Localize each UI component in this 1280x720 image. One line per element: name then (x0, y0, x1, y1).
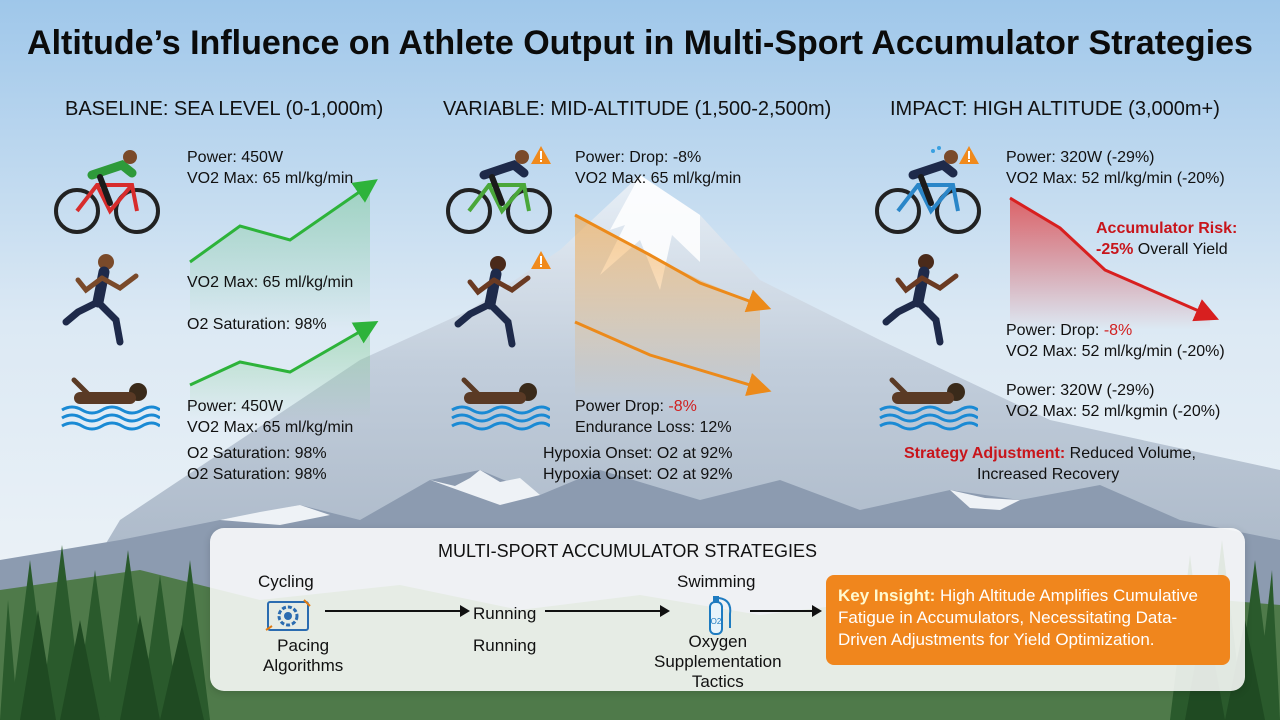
swimmer-icon (61, 377, 160, 431)
risk-percent: -25% (1096, 241, 1134, 258)
mid-hypoxia-onset: Hypoxia Onset: O2 at 92% (543, 445, 733, 462)
baseline-cycling-trend (189, 179, 378, 264)
baseline-swim-vo2: VO2 Max: 65 ml/kg/min (187, 419, 354, 436)
warning-icon (959, 146, 979, 164)
high-swim-vo2: VO2 Max: 52 ml/kgmin (-20%) (1006, 403, 1221, 420)
high-running-power-label: Power: Drop: (1006, 322, 1104, 339)
baseline-swim-o2: O2 Saturation: 98% (187, 466, 327, 483)
baseline-running-vo2: VO2 Max: 65 ml/kg/min (187, 274, 354, 291)
mid-swim-trend (574, 320, 772, 397)
runner-icon (454, 256, 531, 348)
strategy-label: Strategy Adjustment: (904, 445, 1066, 462)
strategies-title: MULTI-SPORT ACCUMULATOR STRATEGIES (438, 541, 818, 561)
mid-swim-power: Power Drop: -8% (575, 397, 697, 417)
strategy-adjustment-line2: Increased Recovery (977, 466, 1120, 483)
cyclist-icon (54, 150, 160, 234)
risk-text: Overall Yield (1133, 241, 1228, 258)
oxygen-line1: Oxygen (688, 632, 748, 651)
cyclist-icon (875, 146, 981, 234)
high-running-power: Power: Drop: -8% (1006, 321, 1132, 341)
accumulator-risk-label: Accumulator Risk: (1096, 220, 1238, 237)
strategy-text: Reduced Volume, (1065, 445, 1196, 462)
high-cycling-power: Power: 320W (-29%) (1006, 149, 1155, 166)
high-running-power-value: -8% (1103, 322, 1133, 339)
high-cycling-vo2: VO2 Max: 52 ml/kg/min (-20%) (1006, 170, 1225, 187)
mid-swim-power-value: -8% (668, 398, 697, 415)
runner-icon (62, 254, 139, 346)
svg-text:O2: O2 (711, 617, 722, 626)
runner-icon (882, 254, 959, 346)
mid-swim-power-label: Power Drop: (575, 398, 669, 415)
pacing-algorithms: Pacing Algorithms (263, 636, 343, 676)
baseline-running-o2: O2 Saturation: 98% (187, 316, 327, 333)
baseline-cycling-power: Power: 450W (187, 149, 284, 166)
cyclist-icon (446, 150, 552, 234)
high-running-vo2: VO2 Max: 52 ml/kg/min (-20%) (1006, 343, 1225, 360)
pacing-line1: Pacing (277, 636, 330, 655)
strategy-cycling: Cycling (258, 572, 314, 591)
pacing-line2: Algorithms (263, 656, 344, 675)
baseline-swim-o2: O2 Saturation: 98% (187, 445, 327, 462)
oxygen-line2: Supplementation (654, 652, 782, 671)
strategy-adjustment: Strategy Adjustment: Reduced Volume, (904, 444, 1196, 464)
baseline-swim-power: Power: 450W (187, 398, 284, 415)
baseline-heading: BASELINE: SEA LEVEL (0-1,000m) (65, 98, 384, 120)
high-risk-trend (1009, 196, 1219, 322)
high-altitude-heading: IMPACT: HIGH ALTITUDE (3,000m+) (890, 98, 1220, 120)
baseline-swim-trend (189, 321, 379, 387)
swimmer-icon (879, 377, 978, 431)
baseline-cycling-vo2: VO2 Max: 65 ml/kg/min (187, 170, 354, 187)
oxygen-line3: Tactics (691, 672, 744, 691)
mid-swim-endurance: Endurance Loss: 12% (575, 419, 732, 436)
key-insight-text: High Altitude Amplifies Cumulative Fatig… (838, 586, 1198, 649)
strategy-running: Running (473, 604, 537, 623)
mid-altitude-heading: VARIABLE: MID-ALTITUDE (1,500-2,500m) (443, 98, 832, 120)
arrow-icon (325, 605, 470, 617)
oxygen-supplementation: Oxygen Supplementation Tactics (654, 632, 782, 692)
key-insight-label: Key Insight: (838, 586, 936, 605)
mid-cycling-power: Power: Drop: -8% (575, 149, 702, 166)
strategy-swimming: Swimming (677, 572, 756, 591)
oxygen-tank-icon: O2 (709, 596, 732, 635)
accumulator-risk-value: -25% Overall Yield (1096, 240, 1228, 260)
mid-hypoxia-onset: Hypoxia Onset: O2 at 92% (543, 466, 733, 483)
warning-icon (531, 146, 551, 164)
arrow-icon (750, 605, 822, 617)
mid-cycling-vo2: VO2 Max: 65 ml/kg/min (575, 170, 742, 187)
high-swim-power: Power: 320W (-29%) (1006, 382, 1155, 399)
mid-cycling-trend (574, 213, 772, 313)
arrow-icon (545, 605, 670, 617)
swimmer-icon (451, 377, 550, 431)
strategy-running: Running (473, 636, 537, 655)
page-title: Altitude’s Influence on Athlete Output i… (27, 24, 1253, 62)
key-insight-box: Key Insight: High Altitude Amplifies Cum… (826, 575, 1230, 665)
gear-icon (265, 599, 311, 631)
warning-icon (531, 251, 551, 269)
